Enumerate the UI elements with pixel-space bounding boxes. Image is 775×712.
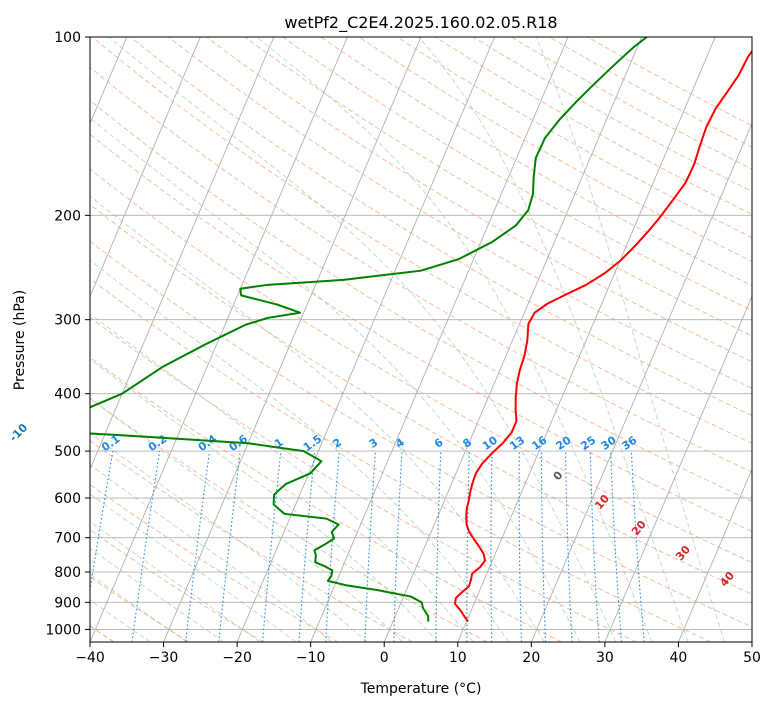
- x-tick-label: 30: [596, 650, 614, 666]
- y-tick-label: 300: [54, 313, 81, 329]
- y-axis-label: Pressure (hPa): [12, 290, 28, 390]
- x-tick-label: 10: [449, 650, 467, 666]
- y-tick-label: 100: [54, 30, 81, 46]
- x-tick-label: 40: [670, 650, 688, 666]
- y-tick-label: 600: [54, 491, 81, 507]
- y-tick-label: 500: [54, 444, 81, 460]
- x-tick-label: −10: [296, 650, 326, 666]
- x-axis-label: Temperature (°C): [360, 681, 482, 697]
- x-tick-label: 50: [743, 650, 761, 666]
- y-tick-label: 800: [54, 565, 81, 581]
- y-tick-label: 200: [54, 208, 81, 224]
- y-tick-label: 900: [54, 595, 81, 611]
- x-tick-label: −20: [222, 650, 252, 666]
- x-tick-label: −30: [149, 650, 179, 666]
- x-tick-label: 0: [380, 650, 389, 666]
- y-tick-label: 400: [54, 387, 81, 403]
- y-tick-label: 1000: [45, 622, 81, 638]
- y-tick-label: 700: [54, 531, 81, 547]
- x-tick-label: 20: [522, 650, 540, 666]
- chart-title: wetPf2_C2E4.2025.160.02.05.R18: [284, 13, 557, 33]
- x-tick-label: −40: [75, 650, 105, 666]
